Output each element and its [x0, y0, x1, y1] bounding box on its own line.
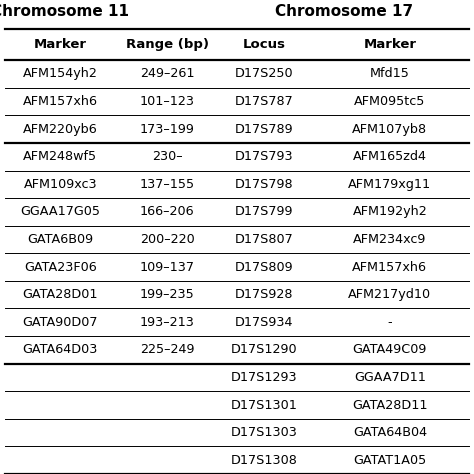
Text: AFM154yh2: AFM154yh2: [23, 67, 98, 81]
Text: GATA49C09: GATA49C09: [353, 343, 427, 356]
Text: AFM157xh6: AFM157xh6: [23, 95, 98, 108]
Text: 173–199: 173–199: [140, 123, 194, 136]
Text: AFM095tc5: AFM095tc5: [354, 95, 426, 108]
Text: Mfd15: Mfd15: [370, 67, 410, 81]
Text: D17S928: D17S928: [235, 288, 293, 301]
Text: 109–137: 109–137: [139, 261, 195, 273]
Text: 249–261: 249–261: [140, 67, 194, 81]
Text: GGAA17G05: GGAA17G05: [20, 205, 100, 219]
Text: AFM248wf5: AFM248wf5: [23, 150, 98, 163]
Text: D17S799: D17S799: [235, 205, 293, 219]
Text: AFM157xh6: AFM157xh6: [352, 261, 428, 273]
Text: GATA90D07: GATA90D07: [23, 316, 98, 329]
Text: D17S1290: D17S1290: [231, 343, 298, 356]
Text: GGAA7D11: GGAA7D11: [354, 371, 426, 384]
Text: D17S1303: D17S1303: [231, 426, 298, 439]
Text: D17S1293: D17S1293: [231, 371, 298, 384]
Text: D17S807: D17S807: [235, 233, 293, 246]
Text: AFM165zd4: AFM165zd4: [353, 150, 427, 163]
Text: GATA64D03: GATA64D03: [23, 343, 98, 356]
Text: D17S1301: D17S1301: [231, 399, 298, 411]
Text: AFM234xc9: AFM234xc9: [353, 233, 427, 246]
Text: GATAT1A05: GATAT1A05: [353, 454, 427, 467]
Text: D17S789: D17S789: [235, 123, 293, 136]
Text: AFM107yb8: AFM107yb8: [352, 123, 428, 136]
Text: GATA28D01: GATA28D01: [23, 288, 98, 301]
Text: 200–220: 200–220: [140, 233, 194, 246]
Text: AFM109xc3: AFM109xc3: [24, 178, 97, 191]
Text: GATA6B09: GATA6B09: [27, 233, 93, 246]
Text: -: -: [388, 316, 392, 329]
Text: Locus: Locus: [243, 38, 286, 51]
Text: 101–123: 101–123: [139, 95, 195, 108]
Text: AFM179xg11: AFM179xg11: [348, 178, 431, 191]
Text: GATA23F06: GATA23F06: [24, 261, 97, 273]
Text: D17S934: D17S934: [235, 316, 293, 329]
Text: 193–213: 193–213: [140, 316, 194, 329]
Text: AFM217yd10: AFM217yd10: [348, 288, 431, 301]
Text: 137–155: 137–155: [139, 178, 195, 191]
Text: D17S798: D17S798: [235, 178, 293, 191]
Text: Range (bp): Range (bp): [126, 38, 209, 51]
Text: 199–235: 199–235: [140, 288, 194, 301]
Text: GATA28D11: GATA28D11: [352, 399, 428, 411]
Text: 225–249: 225–249: [140, 343, 194, 356]
Text: GATA64B04: GATA64B04: [353, 426, 427, 439]
Text: 230–: 230–: [152, 150, 182, 163]
Text: D17S250: D17S250: [235, 67, 293, 81]
Text: Chromosome 11: Chromosome 11: [0, 4, 129, 18]
Text: D17S787: D17S787: [235, 95, 293, 108]
Text: Marker: Marker: [364, 38, 416, 51]
Text: Chromosome 17: Chromosome 17: [274, 4, 413, 18]
Text: D17S793: D17S793: [235, 150, 293, 163]
Text: 166–206: 166–206: [140, 205, 194, 219]
Text: D17S1308: D17S1308: [231, 454, 298, 467]
Text: AFM220yb6: AFM220yb6: [23, 123, 98, 136]
Text: Marker: Marker: [34, 38, 87, 51]
Text: D17S809: D17S809: [235, 261, 293, 273]
Text: AFM192yh2: AFM192yh2: [353, 205, 427, 219]
